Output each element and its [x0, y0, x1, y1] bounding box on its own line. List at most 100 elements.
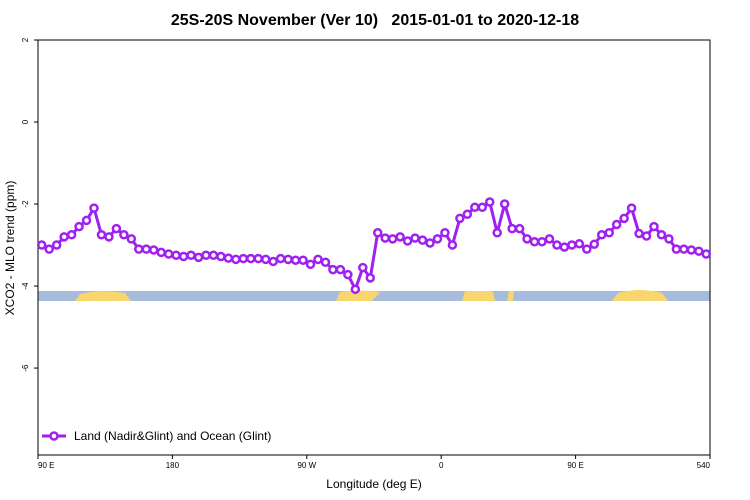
land-patch	[75, 291, 131, 301]
data-point	[514, 223, 525, 234]
data-point	[656, 230, 667, 240]
data-point	[320, 257, 331, 268]
data-point	[81, 215, 92, 226]
data-point	[44, 244, 54, 254]
data-point	[51, 240, 62, 250]
data-point	[89, 203, 99, 213]
data-point	[178, 251, 189, 262]
data-point	[365, 273, 376, 283]
data-point	[626, 203, 637, 213]
y-axis-label: XCO2 - MLO trend (ppm)	[3, 181, 17, 316]
data-point	[611, 219, 622, 230]
data-point	[380, 233, 390, 243]
data-point	[634, 228, 644, 239]
chart-title: 25S-20S November (Ver 10) 2015-01-01 to …	[171, 12, 579, 29]
y-tick-label: -4	[21, 282, 30, 290]
x-tick-label: 90 E	[38, 461, 54, 470]
x-tick-label: 90 W	[297, 461, 316, 470]
data-point	[119, 230, 129, 240]
data-point	[671, 244, 682, 254]
data-point	[313, 254, 323, 265]
data-point	[231, 254, 241, 265]
data-point	[305, 259, 316, 270]
land-patch	[507, 291, 514, 301]
data-point	[537, 237, 547, 247]
data-point	[574, 239, 585, 249]
data-point	[208, 250, 219, 261]
x-tick-label: 0	[439, 461, 444, 470]
data-point	[59, 232, 69, 242]
x-tick-label: 180	[166, 461, 180, 470]
data-point	[36, 240, 47, 250]
data-point	[410, 233, 420, 243]
data-point	[559, 242, 570, 252]
data-point	[134, 244, 144, 254]
x-tick-label: 540	[697, 461, 711, 470]
land-patch	[612, 290, 668, 301]
land-patch	[336, 290, 380, 301]
data-point	[522, 234, 532, 244]
x-tick-label: 90 E	[567, 461, 583, 470]
y-tick-label: 2	[21, 37, 30, 42]
legend-marker	[49, 431, 59, 441]
data-point	[238, 253, 249, 264]
data-point	[186, 250, 196, 261]
data-point	[268, 256, 278, 267]
data-point	[477, 202, 488, 213]
data-point	[462, 209, 473, 220]
data-point	[201, 250, 211, 261]
data-point	[679, 244, 689, 254]
data-point	[156, 247, 166, 258]
data-point	[328, 264, 338, 275]
data-point	[246, 253, 256, 264]
data-point	[529, 237, 540, 247]
data-point	[604, 227, 614, 238]
data-point	[641, 231, 652, 241]
data-point	[484, 197, 495, 207]
data-point	[148, 245, 159, 255]
data-point	[104, 232, 114, 242]
land-ocean-band	[38, 290, 710, 301]
data-point	[253, 253, 264, 264]
data-point	[701, 249, 712, 259]
data-point	[552, 240, 562, 250]
data-point	[544, 234, 555, 244]
data-point	[66, 230, 77, 240]
data-point	[447, 240, 458, 250]
data-point	[567, 240, 577, 250]
y-tick-label: -6	[21, 364, 30, 372]
data-point	[395, 232, 405, 242]
data-point	[335, 264, 346, 275]
data-point	[507, 223, 517, 234]
data-point	[74, 221, 84, 232]
data-point	[425, 238, 435, 248]
data-point	[223, 253, 234, 263]
y-tick-label: -2	[21, 200, 30, 208]
data-point	[619, 213, 629, 224]
data-point	[126, 234, 137, 244]
data-point	[290, 255, 301, 265]
data-point	[343, 269, 353, 280]
data-point	[589, 239, 600, 249]
data-point	[350, 284, 361, 295]
data-point	[387, 234, 398, 244]
data-point	[492, 227, 502, 238]
data-point	[275, 253, 286, 264]
data-point	[582, 244, 592, 254]
data-point	[171, 250, 181, 261]
data-point	[193, 252, 204, 263]
data-point	[499, 199, 510, 209]
data-point	[163, 249, 174, 259]
x-axis-label: Longitude (deg E)	[326, 477, 421, 491]
data-point	[96, 230, 107, 240]
data-point	[298, 255, 308, 265]
data-point	[649, 221, 659, 232]
data-point	[402, 236, 413, 246]
legend: Land (Nadir&Glint) and Ocean (Glint)	[42, 429, 271, 443]
data-point	[470, 202, 480, 213]
data-point	[417, 235, 428, 245]
data-point	[440, 227, 450, 238]
data-point	[432, 234, 443, 244]
data-point	[283, 254, 293, 265]
